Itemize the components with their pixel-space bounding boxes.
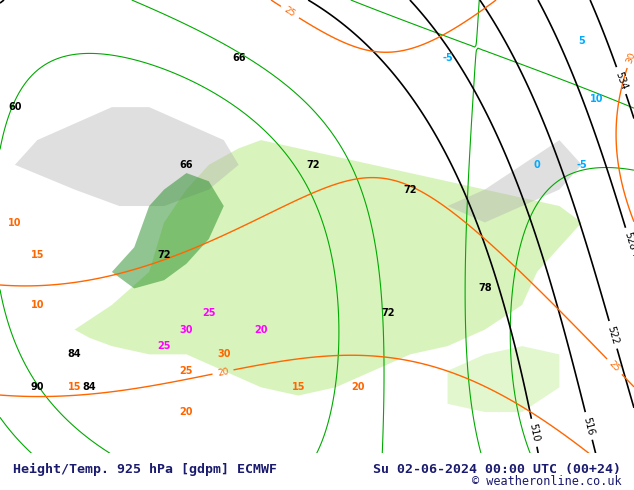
Text: 25: 25 <box>283 5 297 19</box>
Text: -5: -5 <box>442 53 453 63</box>
Text: 30: 30 <box>179 325 193 335</box>
Text: 84: 84 <box>82 382 96 392</box>
Text: 84: 84 <box>68 349 81 359</box>
Text: 5: 5 <box>578 36 585 46</box>
Text: 522: 522 <box>605 324 621 345</box>
Text: 30: 30 <box>624 51 634 65</box>
Text: 15: 15 <box>30 250 44 261</box>
Text: 66: 66 <box>179 160 193 170</box>
Text: 10: 10 <box>590 94 604 104</box>
Text: 15: 15 <box>292 382 305 392</box>
Text: 25: 25 <box>157 341 171 351</box>
Text: 72: 72 <box>306 160 320 170</box>
Text: 516: 516 <box>581 416 596 436</box>
Text: 20: 20 <box>351 382 365 392</box>
Text: Su 02-06-2024 00:00 UTC (00+24): Su 02-06-2024 00:00 UTC (00+24) <box>373 463 621 476</box>
Text: 15: 15 <box>68 382 81 392</box>
Text: 510: 510 <box>527 423 541 443</box>
Polygon shape <box>448 346 559 412</box>
Text: 20: 20 <box>179 407 193 417</box>
Text: 30: 30 <box>217 349 231 359</box>
Polygon shape <box>112 173 224 289</box>
Text: 78: 78 <box>478 283 491 294</box>
Text: Height/Temp. 925 hPa [gdpm] ECMWF: Height/Temp. 925 hPa [gdpm] ECMWF <box>13 463 276 476</box>
Text: 20: 20 <box>254 325 268 335</box>
Text: © weatheronline.co.uk: © weatheronline.co.uk <box>472 475 621 488</box>
Polygon shape <box>448 140 582 222</box>
Text: 10: 10 <box>8 218 22 227</box>
Text: 90: 90 <box>30 382 44 392</box>
Polygon shape <box>75 140 582 395</box>
Text: 72: 72 <box>157 250 171 261</box>
Text: 528: 528 <box>622 231 634 252</box>
Text: 25: 25 <box>179 366 193 376</box>
Text: 66: 66 <box>232 53 245 63</box>
Text: 0: 0 <box>534 160 540 170</box>
Text: 10: 10 <box>30 300 44 310</box>
Text: 534: 534 <box>614 70 629 91</box>
Text: 60: 60 <box>8 102 22 112</box>
Polygon shape <box>15 107 238 206</box>
Text: 25: 25 <box>202 308 216 318</box>
Text: 72: 72 <box>403 185 417 195</box>
Text: 72: 72 <box>381 308 394 318</box>
Text: 25: 25 <box>607 360 622 374</box>
Text: 20: 20 <box>217 367 230 377</box>
Text: -5: -5 <box>576 160 587 170</box>
